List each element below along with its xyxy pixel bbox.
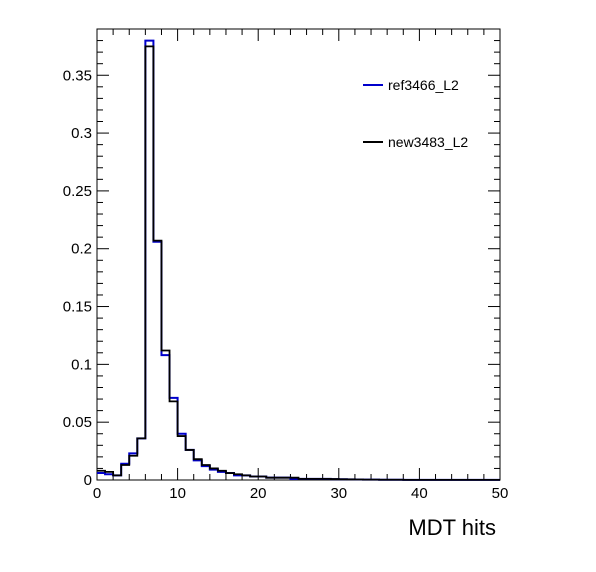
y-tick-label: 0.3 <box>71 125 92 142</box>
legend-label-ref3466: ref3466_L2 <box>388 77 459 93</box>
legend: ref3466_L2 new3483_L2 <box>363 77 468 150</box>
x-tick-label: 0 <box>93 485 101 502</box>
x-axis-title: MDT hits <box>408 515 496 540</box>
x-tick-label: 40 <box>411 485 428 502</box>
series-layer <box>97 39 500 481</box>
y-tick-label: 0.25 <box>63 183 92 200</box>
x-tick-label: 50 <box>492 485 509 502</box>
y-tick-label: 0.35 <box>63 67 92 84</box>
y-tick-label: 0.1 <box>71 356 92 373</box>
axis-ticks <box>96 28 501 481</box>
series-line-new3483_L2 <box>97 45 500 481</box>
x-tick-label: 30 <box>330 485 347 502</box>
axis-tick-labels: 0 10 20 30 40 50 0 0.05 0.1 0.15 0.2 0.25 0.3 0.35 <box>63 67 509 502</box>
x-tick-label: 20 <box>250 485 267 502</box>
y-tick-label: 0.15 <box>63 299 92 316</box>
series-line-ref3466_L2 <box>97 39 500 481</box>
legend-label-new3483: new3483_L2 <box>388 134 468 150</box>
y-tick-label: 0.05 <box>63 414 92 431</box>
x-tick-label: 10 <box>169 485 186 502</box>
y-tick-label: 0 <box>84 472 92 489</box>
y-tick-label: 0.2 <box>71 241 92 258</box>
plot-frame <box>96 28 501 481</box>
